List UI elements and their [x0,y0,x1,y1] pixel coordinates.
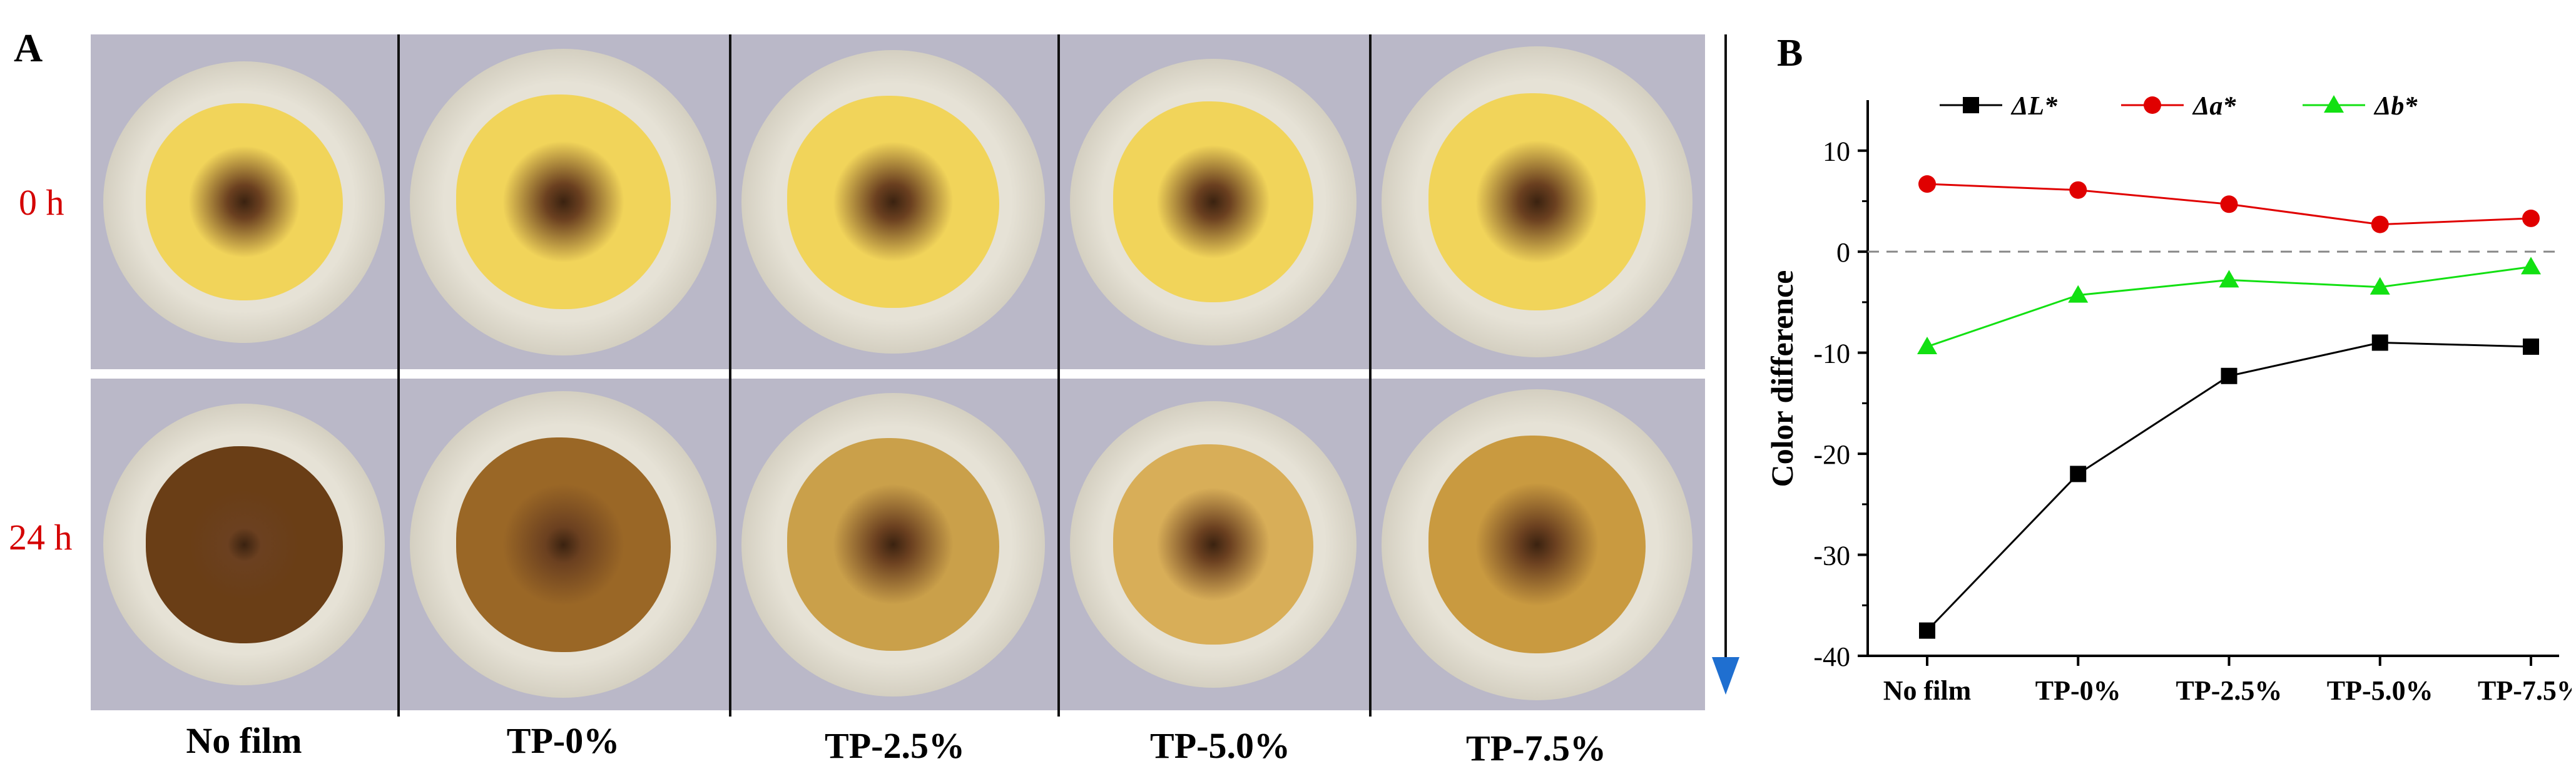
color-difference-chart: B Color difference 10 0 -10 -20 -30 -40 No fi… [1764,32,2572,706]
y-tick-label: -20 [1813,439,1850,470]
data-point [2219,270,2239,288]
data-point [1917,336,1937,354]
banana-slice [145,103,343,300]
row-label-0h: 0 h [19,182,64,223]
y-tick-label: -40 [1813,641,1850,672]
banana-slice [1428,436,1646,653]
banana-slice [456,94,671,309]
sample-label-no-film: No film [186,720,302,761]
panel-b-letter: B [1777,32,1803,74]
row-label-24h: 24 h [9,517,73,558]
data-point [2521,257,2541,275]
data-point [2370,277,2390,295]
legend: ΔL* Δa* Δb* [1940,92,2418,121]
y-ticks: 10 0 -10 -20 -30 -40 [1813,136,1868,672]
data-point [1919,622,1935,639]
x-tick-label: No film [1883,675,1972,706]
series-group [1917,175,2541,639]
banana-slice [1428,93,1646,311]
banana-slice [787,438,1000,651]
panel-a-letter: A [14,26,43,70]
column-divider [1057,34,1060,717]
banana-slice [456,437,671,652]
data-point [2221,367,2237,384]
sample-label-tp-7-5: TP-7.5% [1466,728,1606,768]
time-arrow-head [1712,657,1739,695]
data-point [2522,209,2540,227]
sample-label-tp-5-0: TP-5.0% [1150,725,1290,766]
data-point [2220,195,2238,213]
data-point [1918,175,1936,193]
y-tick-label: 0 [1836,237,1850,268]
x-tick-label: TP-2.5% [2176,675,2283,706]
legend-marker [1963,97,1979,113]
y-axis-title: Color difference [1764,270,1800,487]
x-tick-label: TP-0% [2035,675,2121,706]
banana-slice [787,95,1000,309]
y-tick-label: 10 [1823,136,1850,167]
legend-marker [2324,95,2344,113]
data-point [2371,334,2388,351]
legend-label: Δb* [2373,92,2418,121]
x-tick-label: TP-5.0% [2327,675,2433,706]
y-tick-label: -10 [1813,339,1850,369]
column-divider [1369,34,1372,717]
column-divider [729,34,731,717]
data-point [2523,338,2539,355]
y-tick-label: -30 [1813,541,1850,571]
column-divider [397,34,400,717]
banana-slice [145,446,343,643]
legend-marker [2144,96,2161,114]
data-point [2069,181,2087,199]
x-tick-label: TP-7.5% [2478,675,2572,706]
data-point [2070,466,2087,482]
time-arrow-shaft [1724,34,1727,660]
banana-slice [1112,101,1314,302]
series-line [1926,341,2532,631]
data-point [2068,285,2089,303]
x-ticks: No film TP-0% TP-2.5% TP-5.0% TP-7.5% [1883,656,2572,706]
sample-label-tp-2-5: TP-2.5% [825,725,965,766]
sample-label-tp-0: TP-0% [506,720,620,761]
data-point [2371,215,2389,233]
legend-label: Δa* [2192,92,2236,121]
legend-label: ΔL* [2010,92,2058,121]
banana-slice [1112,444,1314,645]
